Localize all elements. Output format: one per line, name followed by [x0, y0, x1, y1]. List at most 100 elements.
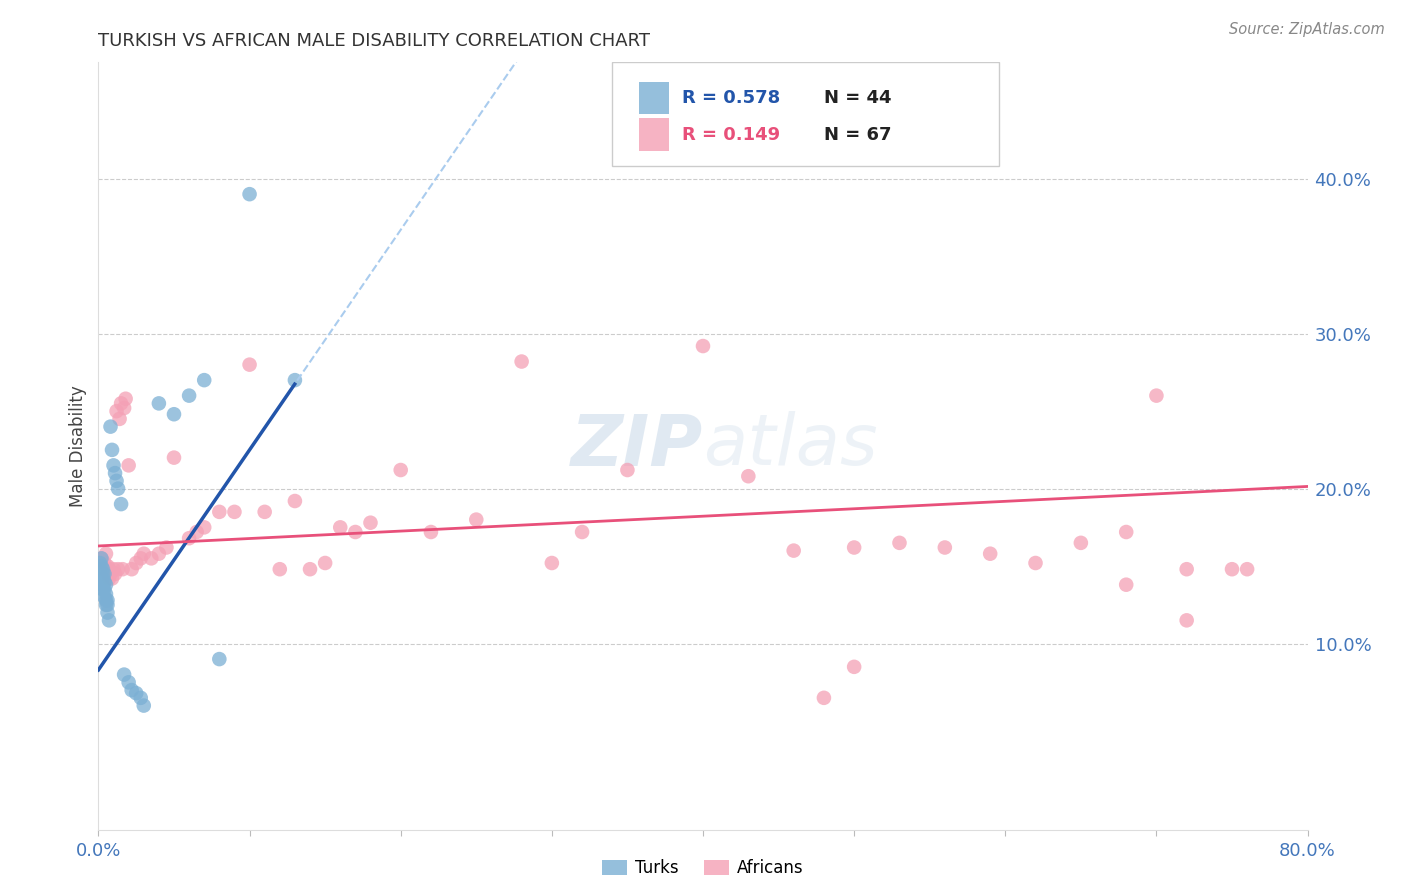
Point [344, 524, 367, 539]
Point [91, 572, 114, 586]
Point [93, 582, 115, 597]
Point [314, 556, 336, 570]
Point [89, 566, 111, 581]
Point [389, 463, 412, 477]
Point [105, 474, 128, 488]
Point [1144, 389, 1167, 403]
Point [179, 389, 201, 403]
Point [844, 541, 866, 555]
Point [114, 392, 136, 406]
Point [93, 590, 115, 604]
Point [101, 442, 124, 457]
Point [284, 373, 307, 387]
Point [813, 690, 835, 705]
Point [112, 401, 135, 415]
Point [737, 469, 759, 483]
Point [1024, 556, 1046, 570]
Point [96, 606, 118, 620]
Point [132, 547, 155, 561]
Legend: Turks, Africans: Turks, Africans [595, 853, 811, 884]
Text: N = 67: N = 67 [824, 126, 891, 144]
Point [93, 556, 115, 570]
Point [93, 574, 115, 589]
Point [96, 598, 118, 612]
Point [155, 541, 177, 555]
Point [108, 412, 131, 426]
Text: TURKISH VS AFRICAN MALE DISABILITY CORRELATION CHART: TURKISH VS AFRICAN MALE DISABILITY CORRE… [98, 32, 651, 50]
Point [224, 505, 246, 519]
Point [94, 587, 117, 601]
Text: R = 0.149: R = 0.149 [682, 126, 780, 144]
Point [510, 354, 533, 368]
Point [121, 562, 143, 576]
Point [121, 683, 143, 698]
Text: Source: ZipAtlas.com: Source: ZipAtlas.com [1229, 22, 1385, 37]
Point [89, 562, 111, 576]
Point [132, 698, 155, 713]
Point [783, 543, 806, 558]
Point [105, 404, 128, 418]
Point [94, 547, 117, 561]
Point [1236, 562, 1258, 576]
Point [148, 396, 170, 410]
Point [107, 562, 129, 576]
Point [90, 577, 112, 591]
Point [979, 547, 1001, 561]
Point [104, 566, 127, 581]
Point [110, 396, 132, 410]
Point [91, 577, 114, 591]
Point [844, 660, 866, 674]
Point [163, 450, 186, 465]
Point [571, 524, 593, 539]
Point [103, 458, 125, 473]
Point [100, 566, 122, 581]
Point [1070, 536, 1092, 550]
Point [253, 505, 276, 519]
Point [96, 593, 118, 607]
Point [269, 562, 291, 576]
Point [90, 559, 112, 574]
Point [104, 466, 127, 480]
Point [239, 358, 262, 372]
Point [239, 187, 262, 202]
Point [91, 562, 114, 576]
Point [1115, 577, 1137, 591]
Point [163, 407, 186, 421]
Point [100, 419, 122, 434]
Point [125, 556, 148, 570]
Point [299, 562, 322, 576]
Point [103, 562, 125, 576]
Point [94, 598, 117, 612]
Point [94, 577, 117, 591]
Point [91, 582, 114, 597]
Point [96, 559, 118, 574]
Point [148, 547, 170, 561]
Point [90, 551, 112, 566]
Point [118, 675, 141, 690]
Point [420, 524, 443, 539]
Point [1115, 524, 1137, 539]
Point [93, 566, 115, 581]
FancyBboxPatch shape [613, 62, 1000, 166]
Point [89, 556, 111, 570]
Y-axis label: Male Disability: Male Disability [69, 385, 87, 507]
Point [1175, 613, 1198, 627]
Point [90, 572, 112, 586]
Point [284, 494, 307, 508]
Point [179, 531, 201, 545]
Point [96, 566, 118, 581]
Point [465, 513, 488, 527]
Point [208, 505, 231, 519]
Point [1220, 562, 1243, 576]
FancyBboxPatch shape [638, 119, 669, 151]
Point [186, 524, 208, 539]
Text: R = 0.578: R = 0.578 [682, 88, 780, 107]
Point [1175, 562, 1198, 576]
Point [111, 562, 134, 576]
Point [329, 520, 352, 534]
Point [125, 686, 148, 700]
Point [141, 551, 163, 566]
Point [208, 652, 231, 666]
Point [193, 373, 215, 387]
Point [129, 690, 152, 705]
